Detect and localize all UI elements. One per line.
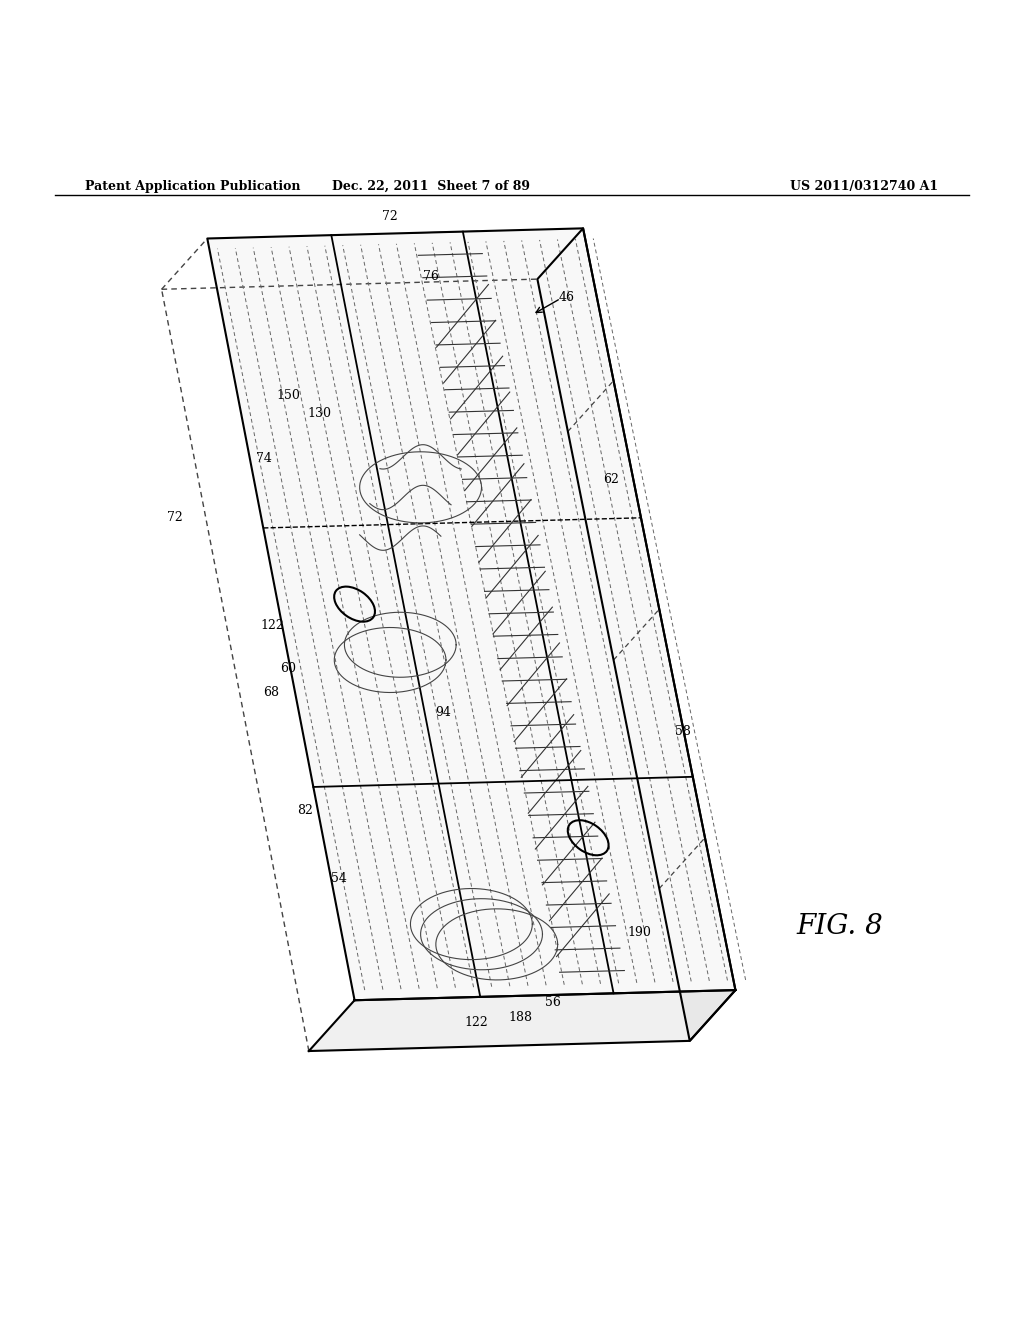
Text: Patent Application Publication: Patent Application Publication [85, 180, 301, 193]
Polygon shape [538, 228, 735, 1041]
Text: 190: 190 [627, 925, 651, 939]
Text: 60: 60 [281, 661, 297, 675]
Text: 46: 46 [559, 290, 574, 304]
Text: 62: 62 [603, 473, 620, 486]
Text: 56: 56 [545, 995, 560, 1008]
Polygon shape [309, 990, 735, 1051]
Text: 94: 94 [435, 706, 451, 719]
Text: 122: 122 [465, 1016, 488, 1030]
Text: 130: 130 [307, 407, 331, 420]
Text: 72: 72 [167, 511, 182, 524]
Text: 76: 76 [423, 269, 438, 282]
Text: 54: 54 [332, 873, 347, 884]
Text: 82: 82 [297, 804, 312, 817]
Polygon shape [207, 228, 735, 1001]
Text: 188: 188 [508, 1011, 532, 1024]
Text: 150: 150 [276, 389, 300, 403]
Text: 58: 58 [675, 725, 690, 738]
Text: 72: 72 [382, 210, 398, 223]
Text: 74: 74 [256, 453, 272, 466]
Text: 122: 122 [260, 619, 285, 632]
Text: Dec. 22, 2011  Sheet 7 of 89: Dec. 22, 2011 Sheet 7 of 89 [332, 180, 529, 193]
Text: US 2011/0312740 A1: US 2011/0312740 A1 [791, 180, 939, 193]
Text: 68: 68 [263, 686, 280, 700]
Text: FIG. 8: FIG. 8 [797, 913, 883, 940]
